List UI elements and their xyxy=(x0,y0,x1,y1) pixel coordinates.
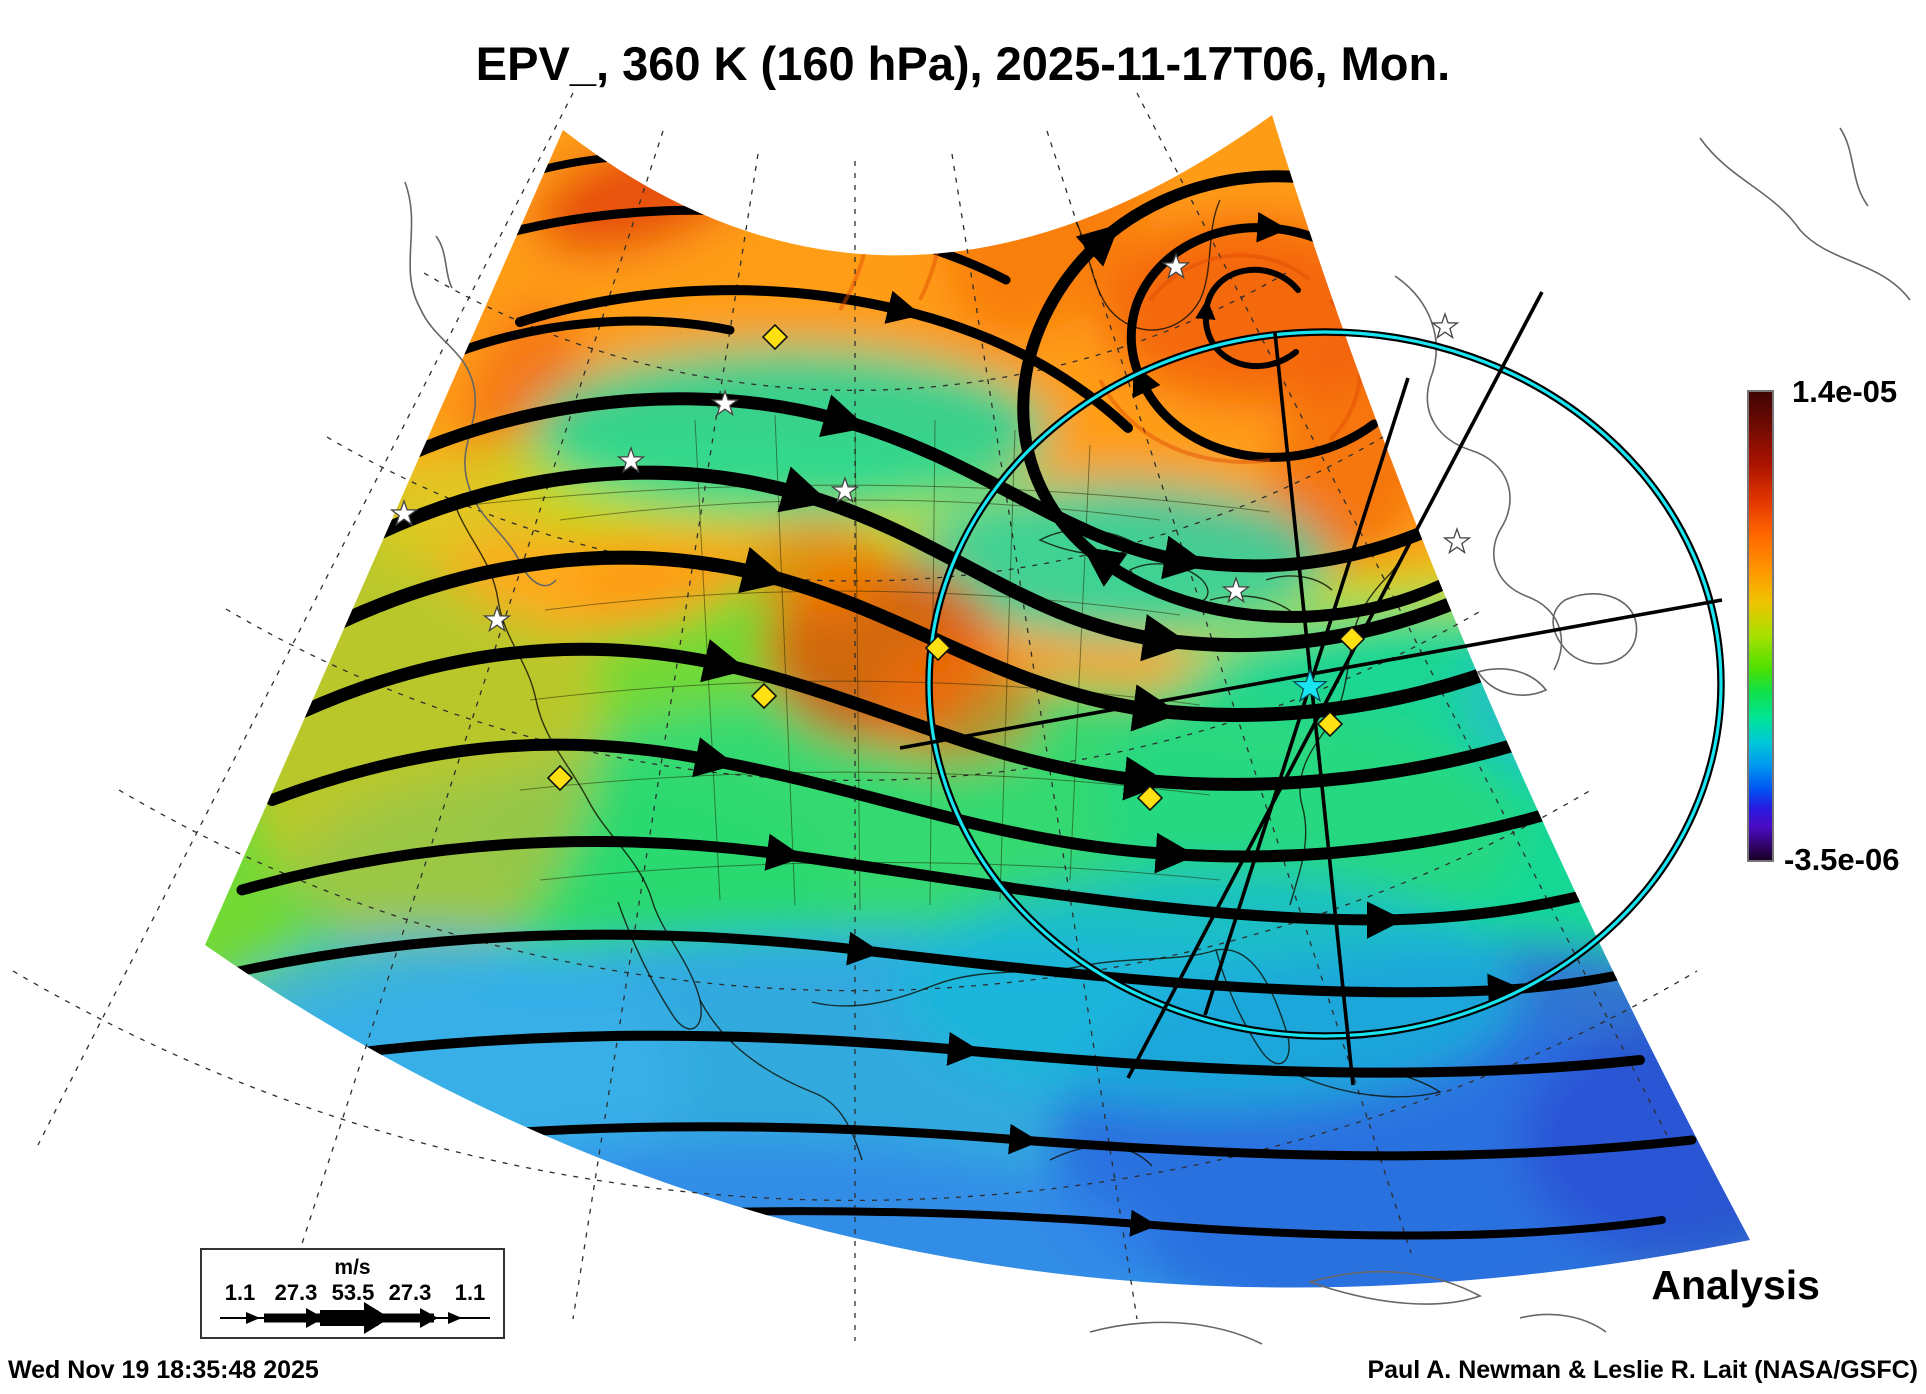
generation-timestamp: Wed Nov 19 18:35:48 2025 xyxy=(8,1356,319,1384)
wind-legend-value: 27.3 xyxy=(388,1280,432,1305)
credit-line: Paul A. Newman & Leslie R. Lait (NASA/GS… xyxy=(1367,1356,1918,1384)
wind-legend-value: 27.3 xyxy=(274,1280,318,1305)
station-diamond-marker xyxy=(750,682,778,710)
colorbar-min-label: -3.5e-06 xyxy=(1784,842,1900,877)
page-title: EPV_, 360 K (160 hPa), 2025-11-17T06, Mo… xyxy=(475,37,1451,90)
station-diamonds xyxy=(546,323,1366,812)
city-star-marker xyxy=(830,476,860,504)
city-star-marker xyxy=(482,605,512,633)
colorbar-max-label: 1.4e-05 xyxy=(1792,374,1898,409)
station-diamond-marker xyxy=(761,323,789,351)
station-diamond-marker xyxy=(546,764,574,792)
station-diamond-marker xyxy=(1338,625,1366,653)
center-star-marker xyxy=(1292,668,1328,703)
city-star-marker xyxy=(1221,576,1251,604)
city-star-marker xyxy=(616,446,646,474)
station-diamond-marker xyxy=(1316,710,1344,738)
epv-color-field xyxy=(205,115,1750,1288)
city-star-marker xyxy=(1442,527,1472,555)
wind-legend-value: 1.1 xyxy=(454,1280,486,1305)
wind-scale-arrow xyxy=(220,1302,490,1334)
city-star-marker xyxy=(389,499,419,527)
city-star-marker xyxy=(710,389,740,417)
bearing-line xyxy=(1273,332,1355,1086)
range-ring xyxy=(925,328,1725,1040)
bearing-line xyxy=(1126,291,1544,1079)
colorbar xyxy=(1747,390,1774,862)
wind-speed-legend: m/s 1.1 27.3 53.5 27.3 1.1 xyxy=(200,1248,505,1339)
range-ring-circle xyxy=(927,330,1723,1038)
city-star-marker xyxy=(1430,312,1460,340)
wind-legend-unit: m/s xyxy=(334,1256,371,1279)
wind-legend-value: 1.1 xyxy=(224,1280,256,1305)
city-stars xyxy=(389,252,1472,633)
city-star-marker xyxy=(1161,252,1191,280)
product-type-label: Analysis xyxy=(1651,1262,1820,1308)
center-marker xyxy=(1292,668,1328,703)
station-diamond-marker xyxy=(1136,784,1164,812)
wind-streamlines xyxy=(213,139,1739,1240)
station-diamond-marker xyxy=(924,634,952,662)
wind-legend-value: 53.5 xyxy=(331,1280,375,1305)
